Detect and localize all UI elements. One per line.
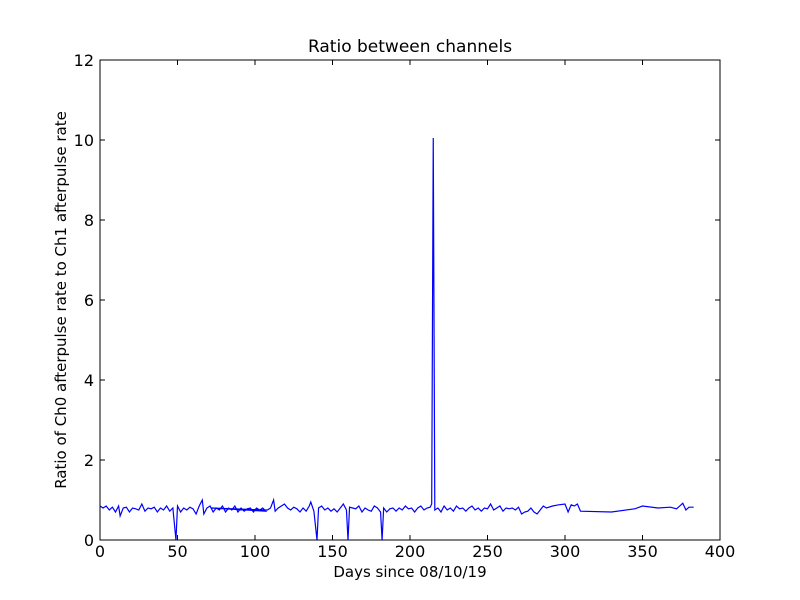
x-tick-label: 200 <box>395 542 426 561</box>
x-tick-label: 50 <box>167 542 187 561</box>
chart-title: Ratio between channels <box>308 37 512 57</box>
plot-frame <box>99 59 721 541</box>
y-axis-label: Ratio of Ch0 afterpulse rate to Ch1 afte… <box>52 111 70 489</box>
y-tick-label: 12 <box>74 51 94 70</box>
x-tick-label: 100 <box>240 542 271 561</box>
y-tick-label: 8 <box>84 211 94 230</box>
y-tick-label: 2 <box>84 451 94 470</box>
x-tick-label: 250 <box>472 542 503 561</box>
x-tick-label: 400 <box>705 542 736 561</box>
y-tick-label: 10 <box>74 131 94 150</box>
x-tick-label: 350 <box>627 542 658 561</box>
y-tick-label: 6 <box>84 291 94 310</box>
y-tick-label: 0 <box>84 531 94 550</box>
y-tick-label: 4 <box>84 371 94 390</box>
x-tick-label: 150 <box>317 542 348 561</box>
x-tick-label: 300 <box>550 542 581 561</box>
x-tick-label: 0 <box>95 542 105 561</box>
x-axis-label: Days since 08/10/19 <box>333 563 486 581</box>
